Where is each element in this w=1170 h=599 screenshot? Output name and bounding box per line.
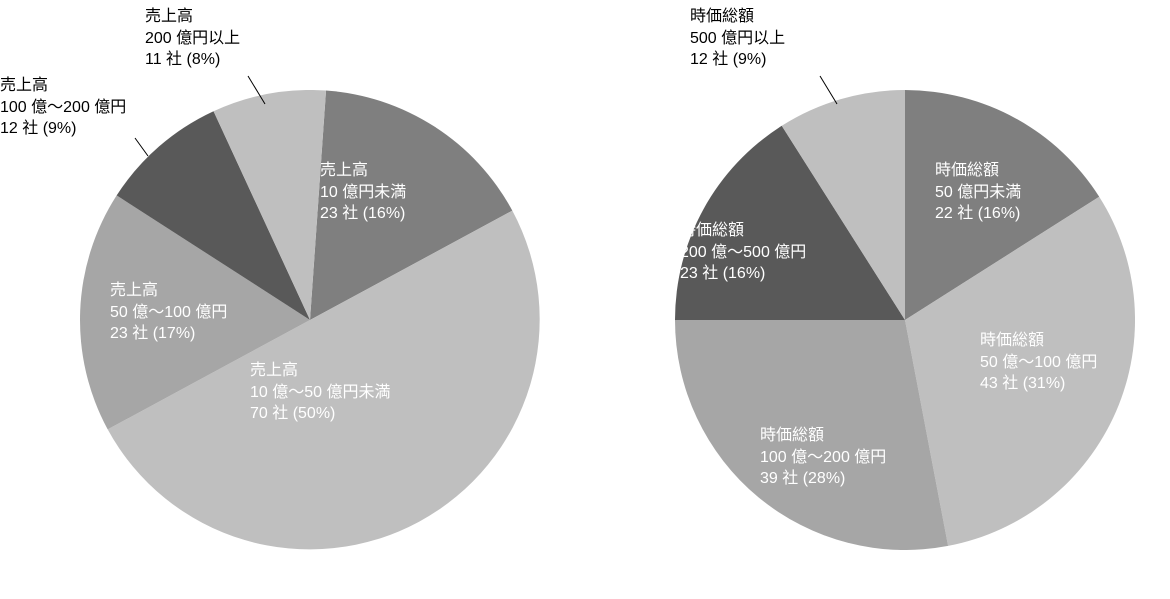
slice-label-line: 売上高: [0, 75, 126, 97]
slice-label-line: 50 億〜100 億円: [980, 352, 1097, 374]
slice-label-line: 売上高: [250, 360, 391, 382]
slice-label-line: 売上高: [320, 160, 406, 182]
slice-label-line: 23 社 (17%): [110, 323, 227, 345]
slice-label: 売上高100 億〜200 億円12 社 (9%): [0, 75, 126, 140]
slice-label-line: 23 社 (16%): [320, 203, 406, 225]
slice-label-line: 100 億〜200 億円: [0, 97, 126, 119]
slice-label-line: 10 億円未満: [320, 182, 406, 204]
slice-label: 売上高200 億円以上11 社 (8%): [145, 6, 240, 71]
slice-label-line: 12 社 (9%): [0, 118, 126, 140]
slice-label-line: 23 社 (16%): [680, 263, 806, 285]
slice-label-line: 200 億円以上: [145, 28, 240, 50]
slice-label-line: 売上高: [145, 6, 240, 28]
slice-label: 時価総額500 億円以上12 社 (9%): [690, 6, 785, 71]
slice-label-line: 11 社 (8%): [145, 49, 240, 71]
slice-label-line: 時価総額: [690, 6, 785, 28]
slice-label: 時価総額200 億〜500 億円23 社 (16%): [680, 220, 806, 285]
left-pie-chart: 売上高10 億円未満23 社 (16%)売上高10 億〜50 億円未満70 社 …: [0, 0, 585, 599]
slice-label: 売上高10 億〜50 億円未満70 社 (50%): [250, 360, 391, 425]
slice-label-line: 500 億円以上: [690, 28, 785, 50]
slice-label-line: 43 社 (31%): [980, 373, 1097, 395]
slice-label-line: 200 億〜500 億円: [680, 242, 806, 264]
slice-label: 時価総額50 億〜100 億円43 社 (31%): [980, 330, 1097, 395]
right-pie-chart: 時価総額50 億円未満22 社 (16%)時価総額50 億〜100 億円43 社…: [585, 0, 1170, 599]
slice-label-line: 100 億〜200 億円: [760, 447, 886, 469]
slice-label-line: 時価総額: [680, 220, 806, 242]
slice-label-line: 70 社 (50%): [250, 403, 391, 425]
slice-label-line: 12 社 (9%): [690, 49, 785, 71]
slice-label: 売上高50 億〜100 億円23 社 (17%): [110, 280, 227, 345]
slice-label: 売上高10 億円未満23 社 (16%): [320, 160, 406, 225]
slice-label: 時価総額50 億円未満22 社 (16%): [935, 160, 1021, 225]
slice-label-line: 売上高: [110, 280, 227, 302]
slice-label-line: 10 億〜50 億円未満: [250, 382, 391, 404]
slice-label: 時価総額100 億〜200 億円39 社 (28%): [760, 425, 886, 490]
slice-label-line: 時価総額: [760, 425, 886, 447]
slice-label-line: 50 億〜100 億円: [110, 302, 227, 324]
right-pie-svg: [675, 90, 1135, 550]
slice-label-line: 時価総額: [980, 330, 1097, 352]
slice-label-line: 時価総額: [935, 160, 1021, 182]
slice-label-line: 39 社 (28%): [760, 468, 886, 490]
slice-label-line: 50 億円未満: [935, 182, 1021, 204]
slice-label-line: 22 社 (16%): [935, 203, 1021, 225]
